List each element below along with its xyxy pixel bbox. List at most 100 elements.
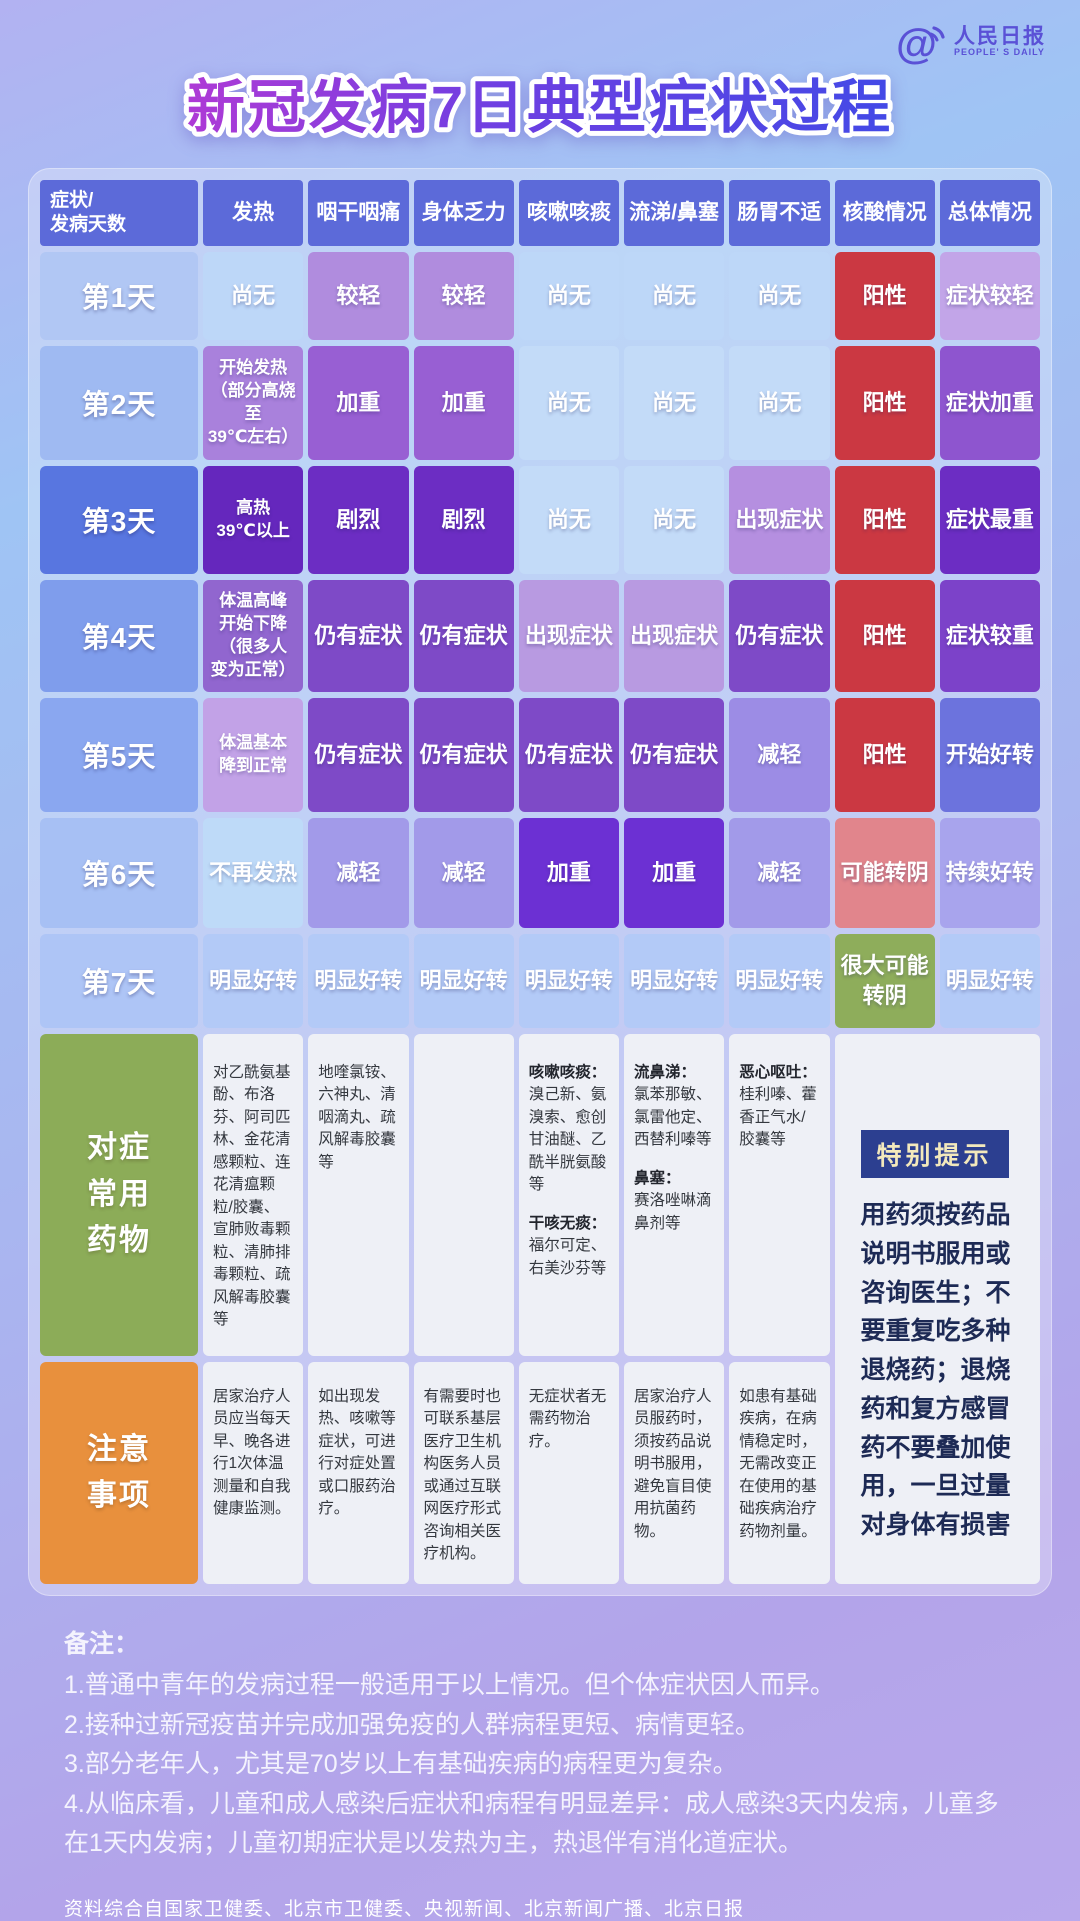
- med-drug-list: 赛洛唑啉滴鼻剂等: [634, 1192, 712, 1232]
- cell-day3-col3: 剧烈: [413, 466, 514, 574]
- cell-day4-col8: 症状较重: [939, 580, 1040, 692]
- med-symptom-lead: 恶心呕吐：: [739, 1064, 817, 1081]
- cell-day5-col1: 体温基本 降到正常: [203, 698, 304, 812]
- column-header-7: 核酸情况: [834, 180, 935, 246]
- med-drug-list: 福尔可定、右美沙芬等: [528, 1237, 607, 1277]
- cell-day2-col4: 尚无: [518, 346, 619, 460]
- cell-day6-col2: 减轻: [308, 818, 409, 928]
- med-drug-list: 对乙酰氨基酚、布洛芬、阿司匹林、金花清感颗粒、连花清瘟颗粒/胶囊、宣肺败毒颗粒、…: [213, 1064, 291, 1329]
- med-drug-list: 地喹氯铵、六神丸、清咽滴丸、疏风解毒胶囊等: [318, 1064, 396, 1171]
- cell-day2-col2: 加重: [308, 346, 409, 460]
- precaution-cell-col5: 居家治疗人员服药时，须按药品说明书服用，避免盲目使用抗菌药物。: [624, 1362, 725, 1584]
- cell-day5-col6: 减轻: [729, 698, 830, 812]
- page-title-art: 新冠发病7日典型症状过程: [182, 70, 895, 145]
- notes-section: 备注： 1.普通中青年的发病过程一般适用于以上情况。但个体症状因人而异。 2.接…: [0, 1596, 1080, 1921]
- cell-day7-col8: 明显好转: [939, 934, 1040, 1028]
- column-header-1: 发热: [203, 180, 304, 246]
- cell-day5-col8: 开始好转: [939, 698, 1040, 812]
- note-item-4: 4.从临床看，儿童和成人感染后症状和病程有明显差异：成人感染3天内发病，儿童多在…: [64, 1789, 999, 1858]
- column-header-2: 咽干咽痛: [308, 180, 409, 246]
- precaution-cell-col2: 如出现发热、咳嗽等症状，可进行对症处置或口服药治疗。: [308, 1362, 409, 1584]
- cell-day7-col4: 明显好转: [518, 934, 619, 1028]
- row-label-day-1: 第1天: [40, 252, 198, 340]
- cell-day4-col5: 出现症状: [624, 580, 725, 692]
- cell-day2-col1: 开始发热 （部分高烧至 39℃左右）: [203, 346, 304, 460]
- med-paragraph: 咳嗽咳痰： 溴己新、氨溴索、愈创甘油醚、乙酰半胱氨酸等: [529, 1062, 609, 1197]
- row-label-day-5: 第5天: [40, 698, 198, 812]
- logo-en-text: PEOPLE' S DAILY: [954, 46, 1045, 57]
- cell-day3-col4: 尚无: [518, 466, 619, 574]
- cell-day6-col8: 持续好转: [939, 818, 1040, 928]
- column-header-3: 身体乏力: [413, 180, 514, 246]
- column-header-6: 肠胃不适: [729, 180, 830, 246]
- cell-day7-col1: 明显好转: [203, 934, 304, 1028]
- med-drug-list: 溴己新、氨溴索、愈创甘油醚、乙酰半胱氨酸等: [528, 1086, 607, 1194]
- cell-day6-col6: 减轻: [729, 818, 830, 928]
- cell-day3-col7: 阳性: [834, 466, 935, 574]
- med-drug-list: 桂利嗪、藿香正气水/胶囊等: [739, 1086, 817, 1149]
- cell-day4-col6: 仍有症状: [729, 580, 830, 692]
- special-tip-cell: 特别提示用药须按药品说明书服用或咨询医生；不要重复吃多种退烧药；退烧药和复方感冒…: [834, 1034, 1040, 1584]
- med-paragraph: 恶心呕吐： 桂利嗪、藿香正气水/胶囊等: [739, 1062, 819, 1152]
- med-cell-col4: 咳嗽咳痰： 溴己新、氨溴索、愈创甘油醚、乙酰半胱氨酸等干咳无痰： 福尔可定、右美沙芬…: [518, 1034, 619, 1356]
- med-cell-col6: 恶心呕吐： 桂利嗪、藿香正气水/胶囊等: [729, 1034, 830, 1356]
- cell-day6-col7: 可能转阴: [834, 818, 935, 928]
- cell-day5-col7: 阳性: [834, 698, 935, 812]
- page-title: 新冠发病7日典型症状过程: [187, 75, 893, 140]
- cell-day4-col7: 阳性: [834, 580, 935, 692]
- med-cell-col3: [413, 1034, 514, 1356]
- symptom-table: 症状/ 发病天数 发热 咽干咽痛 身体乏力 咳嗽咳痰 流涕/鼻塞 肠胃不适 核酸情况 总体情况第…: [40, 180, 1040, 1584]
- med-drug-list: 氯苯那敏、氯雷他定、西替利嗪等: [634, 1086, 712, 1149]
- cell-day7-col2: 明显好转: [308, 934, 409, 1028]
- cell-day7-col6: 明显好转: [729, 934, 830, 1028]
- med-symptom-lead: 流鼻涕：: [634, 1064, 697, 1081]
- cell-day4-col4: 出现症状: [518, 580, 619, 692]
- cell-day2-col5: 尚无: [624, 346, 725, 460]
- cell-day3-col6: 出现症状: [729, 466, 830, 574]
- med-cell-col2: 地喹氯铵、六神丸、清咽滴丸、疏风解毒胶囊等: [308, 1034, 409, 1356]
- row-label-precautions: 注意 事项: [40, 1362, 198, 1584]
- svg-text:@: @: [896, 20, 937, 67]
- precaution-cell-col4: 无症状者无需药物治疗。: [518, 1362, 619, 1584]
- med-symptom-lead: 鼻塞：: [634, 1169, 681, 1187]
- title-block: 新冠发病7日典型症状过程: [0, 0, 1080, 161]
- cell-day1-col4: 尚无: [518, 252, 619, 340]
- cell-day1-col5: 尚无: [624, 252, 725, 340]
- cell-day5-col2: 仍有症状: [308, 698, 409, 812]
- cell-day2-col8: 症状加重: [939, 346, 1040, 460]
- row-label-day-7: 第7天: [40, 934, 198, 1028]
- precaution-cell-col3: 有需要时也可联系基层医疗卫生机构医务人员或通过互联网医疗形式咨询相关医疗机构。: [413, 1362, 514, 1584]
- row-label-day-6: 第6天: [40, 818, 198, 928]
- cell-day1-col3: 较轻: [413, 252, 514, 340]
- special-tip-text: 用药须按药品说明书服用或咨询医生；不要重复吃多种退烧药；退烧药和复方感冒药不要叠…: [860, 1201, 1011, 1539]
- cell-day6-col1: 不再发热: [203, 818, 304, 928]
- special-tip-badge: 特别提示: [860, 1130, 1009, 1178]
- people-daily-logo: @ 人民日报 PEOPLE' S DAILY: [894, 14, 1046, 68]
- cell-day4-col2: 仍有症状: [308, 580, 409, 692]
- row-label-day-2: 第2天: [40, 346, 198, 460]
- cell-day3-col8: 症状最重: [939, 466, 1040, 574]
- at-broadcast-icon: @: [896, 20, 945, 67]
- cell-day4-col3: 仍有症状: [413, 580, 514, 692]
- cell-day4-col1: 体温高峰 开始下降 （很多人 变为正常）: [203, 580, 304, 692]
- cell-day1-col8: 症状较轻: [939, 252, 1040, 340]
- med-symptom-lead: 咳嗽咳痰：: [528, 1064, 607, 1081]
- column-header-4: 咳嗽咳痰: [518, 180, 619, 246]
- cell-day5-col5: 仍有症状: [624, 698, 725, 812]
- cell-day5-col4: 仍有症状: [518, 698, 619, 812]
- cell-day2-col7: 阳性: [834, 346, 935, 460]
- note-item-2: 2.接种过新冠疫苗并完成加强免疫的人群病程更短、病情更轻。: [64, 1710, 760, 1739]
- cell-day7-col7: 很大可能 转阴: [834, 934, 935, 1028]
- cell-day7-col5: 明显好转: [624, 934, 725, 1028]
- cell-day5-col3: 仍有症状: [413, 698, 514, 812]
- cell-day1-col7: 阳性: [834, 252, 935, 340]
- med-paragraph: 流鼻涕： 氯苯那敏、氯雷他定、西替利嗪等: [634, 1062, 714, 1152]
- column-header-8: 总体情况: [939, 180, 1040, 246]
- logo-text: 人民日报 PEOPLE' S DAILY: [954, 25, 1046, 58]
- med-cell-col1: 对乙酰氨基酚、布洛芬、阿司匹林、金花清感颗粒、连花清瘟颗粒/胶囊、宣肺败毒颗粒、…: [203, 1034, 304, 1356]
- cell-day3-col1: 高热 39℃以上: [203, 466, 304, 574]
- cell-day7-col3: 明显好转: [413, 934, 514, 1028]
- row-label-medications: 对症 常用 药物: [40, 1034, 198, 1356]
- med-symptom-lead: 干咳无痰：: [528, 1214, 607, 1232]
- precaution-cell-col1: 居家治疗人员应当每天早、晚各进行1次体温测量和自我健康监测。: [203, 1362, 304, 1584]
